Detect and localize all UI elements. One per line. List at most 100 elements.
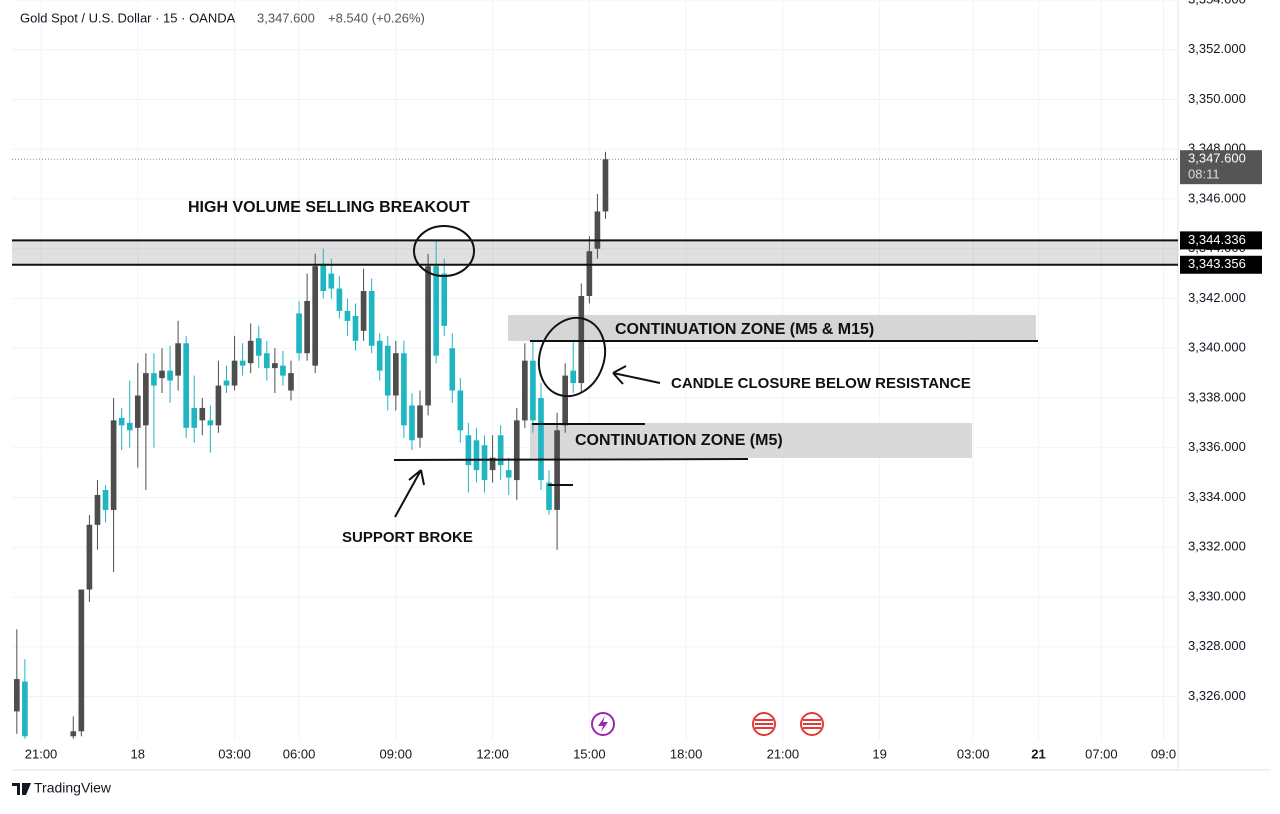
candle-body	[304, 300, 310, 354]
y-tick-label: 3,332.000	[1188, 539, 1246, 554]
y-tick-label: 3,330.000	[1188, 588, 1246, 603]
event-icon	[598, 716, 608, 732]
candle-body	[239, 360, 246, 366]
candle-body	[530, 360, 536, 421]
circle-mark	[413, 225, 475, 277]
candle-body	[328, 273, 335, 289]
candle-body	[22, 681, 28, 737]
logo: TradingView	[34, 780, 112, 796]
x-tick-label: 09:00	[380, 746, 413, 761]
annotation: CANDLE CLOSURE BELOW RESISTANCE	[671, 375, 971, 392]
candle-body	[199, 407, 206, 421]
candle-body	[401, 353, 407, 426]
candle-body	[513, 420, 520, 481]
last-price-label: 3,347.600	[1188, 151, 1246, 166]
candle-body	[70, 731, 77, 737]
candle-body	[183, 343, 189, 428]
y-tick-label: 3,354.000	[1188, 0, 1246, 6]
candle-body	[425, 266, 431, 406]
candle-body	[86, 524, 93, 590]
level-label: 3,344.336	[1188, 232, 1246, 247]
candle-body	[263, 353, 270, 369]
header-price: 3,347.600	[257, 10, 315, 25]
candle-body	[126, 422, 133, 431]
arrow	[394, 469, 425, 518]
annotation: SUPPORT BROKE	[342, 529, 473, 546]
candle-body	[247, 340, 254, 364]
candle-body	[497, 435, 504, 466]
x-tick-label: 21	[1031, 746, 1045, 761]
candle-body	[449, 348, 456, 391]
candle-body	[110, 420, 117, 510]
candle-body	[384, 345, 391, 396]
candle-body	[586, 251, 593, 296]
candle-body	[546, 482, 552, 510]
zone	[508, 315, 1036, 341]
event-icon	[755, 719, 773, 729]
candle-body	[522, 360, 528, 421]
header-change: +8.540 (+0.26%)	[328, 10, 425, 25]
candle-body	[352, 315, 359, 341]
zone	[530, 423, 972, 458]
candle-body	[14, 679, 20, 712]
candle-body	[489, 457, 496, 471]
x-tick-label: 18:00	[670, 746, 703, 761]
y-tick-label: 3,346.000	[1188, 190, 1246, 205]
candle-body	[562, 375, 568, 426]
candle-body	[594, 211, 601, 249]
candle-body	[376, 340, 383, 371]
candle-body	[288, 373, 294, 391]
candle-body	[102, 490, 109, 510]
candle-body	[280, 365, 286, 376]
candle-body	[231, 360, 238, 386]
candle-body	[473, 440, 480, 471]
x-tick-label: 07:00	[1085, 746, 1118, 761]
circle-mark	[537, 316, 607, 398]
candle-body	[175, 343, 181, 376]
candle-body	[159, 370, 165, 379]
candle-body	[134, 395, 141, 428]
candle-body	[312, 266, 319, 366]
candle-body	[505, 470, 512, 478]
arrow	[612, 365, 661, 385]
candle-body	[457, 390, 464, 431]
y-tick-label: 3,352.000	[1188, 41, 1246, 56]
x-tick-label: 09:0	[1151, 746, 1176, 761]
candle-body	[409, 405, 415, 441]
y-tick-label: 3,340.000	[1188, 340, 1246, 355]
x-tick-label: 21:00	[25, 746, 58, 761]
candle-body	[417, 405, 423, 438]
candle-body	[215, 385, 222, 426]
candle-body	[143, 373, 149, 426]
candle-body	[191, 407, 198, 428]
candle-body	[207, 420, 214, 426]
candle-body	[360, 291, 367, 331]
annotation: CONTINUATION ZONE (M5)	[575, 432, 783, 449]
logo-icon	[12, 783, 31, 795]
candle-body	[296, 313, 302, 354]
candle-body	[255, 338, 262, 356]
candle-body	[151, 373, 157, 386]
annotation: CONTINUATION ZONE (M5 & M15)	[615, 321, 874, 338]
last-price-bg	[1180, 150, 1262, 185]
candle-body	[393, 353, 399, 396]
symbol-title: Gold Spot / U.S. Dollar · 15 · OANDA	[20, 10, 236, 25]
grid: 3,326.000 3,328.000 3,330.000 3,332.000 3,33…	[12, 0, 1270, 771]
x-tick-label: 03:00	[218, 746, 251, 761]
candle-body	[118, 417, 125, 426]
candle-body	[570, 370, 577, 384]
candle-body	[538, 397, 544, 481]
candle-body	[465, 435, 472, 466]
event-icon	[803, 719, 821, 729]
level-label-bg	[1180, 255, 1262, 274]
candle-body	[272, 363, 278, 369]
candle-body	[578, 296, 585, 384]
annotation: HIGH VOLUME SELLING BREAKOUT	[188, 199, 470, 216]
candle-body	[481, 445, 488, 481]
candle-body	[223, 380, 230, 386]
candle-body	[602, 159, 609, 212]
level-label-bg	[1180, 231, 1262, 250]
marks	[14, 151, 609, 739]
x-tick-label: 06:00	[283, 746, 316, 761]
